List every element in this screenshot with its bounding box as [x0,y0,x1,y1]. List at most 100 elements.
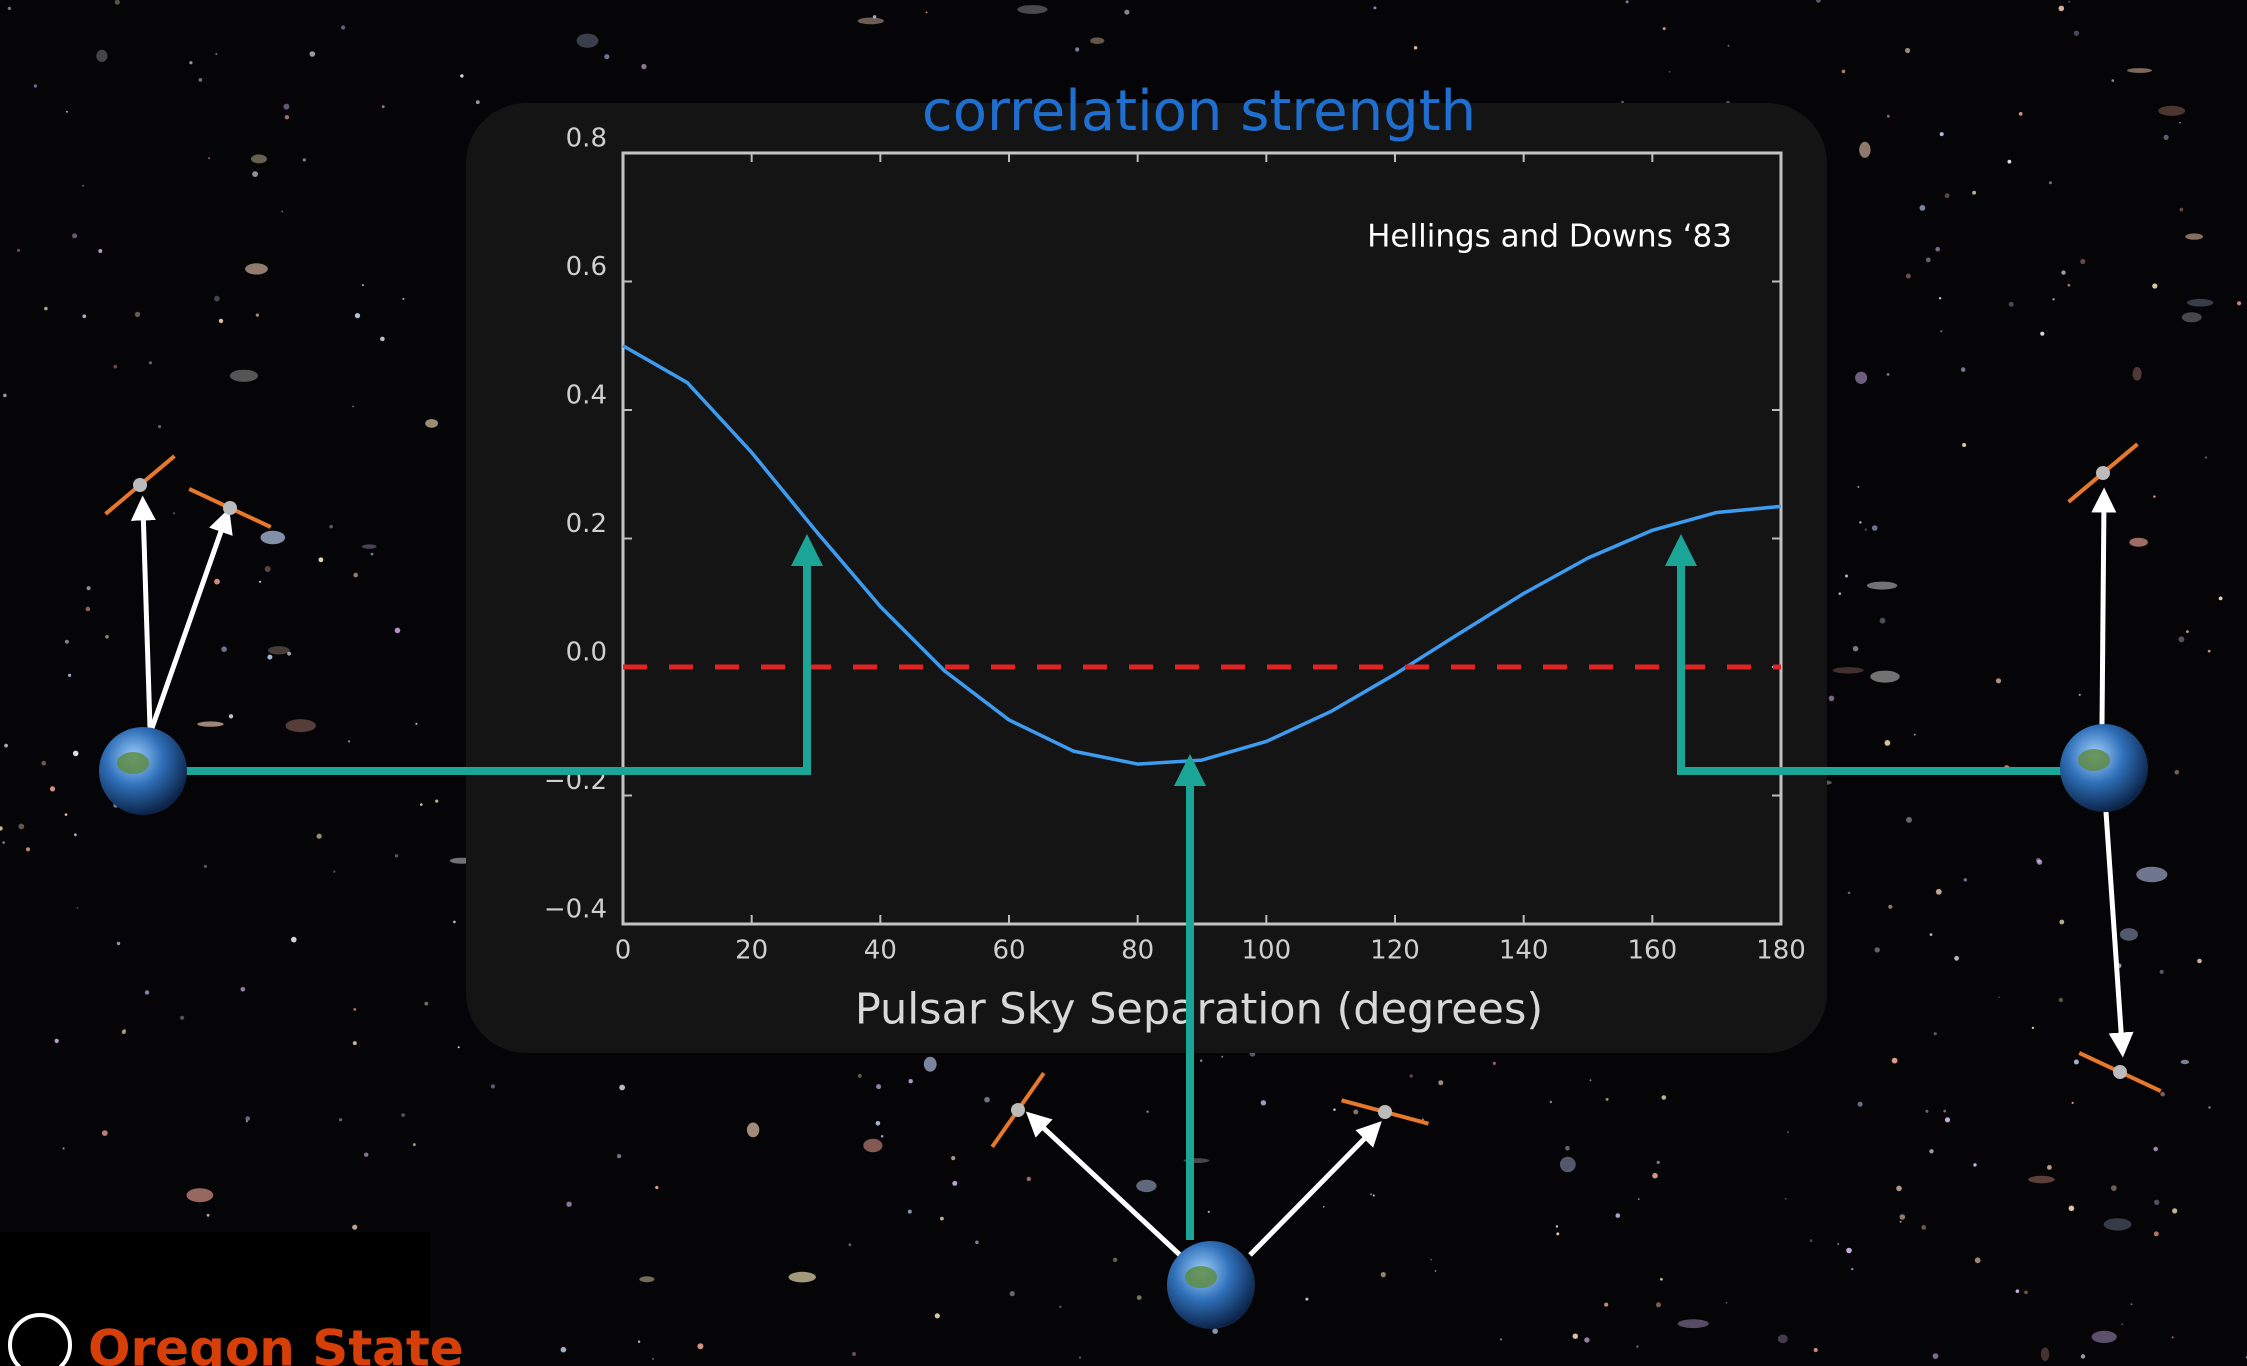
star [1787,1131,1789,1134]
star [255,313,259,317]
pulsar [2113,1065,2127,1079]
star [940,1216,944,1221]
star [1852,646,1859,652]
star [2018,112,2023,116]
star [1960,367,1966,372]
star [218,318,224,324]
star [1998,996,2000,999]
star [267,654,273,660]
star [1572,1333,1579,1339]
pulsar-arrow [149,508,233,729]
star [1851,1268,1854,1271]
star [1899,1214,1906,1220]
galaxy [1017,5,1048,14]
star [62,1147,65,1150]
star [1899,1220,1902,1223]
star [1932,1353,1939,1359]
star [2178,636,2185,643]
star [2197,958,2202,964]
star [1549,1100,1553,1104]
star [1625,0,1629,4]
star [1846,1247,1852,1254]
galaxy [2103,1218,2132,1231]
star [2160,1091,2165,1097]
galaxy [2180,1059,2190,1065]
star [1615,1213,1621,1218]
star [1621,100,1624,104]
star [1369,1193,1373,1196]
galaxy [96,49,108,63]
star [1727,44,1730,47]
y-tick-label: 0.6 [566,252,607,282]
star [1668,71,1671,73]
star [435,799,439,803]
star [1637,1198,1640,1200]
galaxy [1832,667,1864,674]
pulsar [1378,1105,1392,1119]
star [148,361,152,365]
star [1438,1080,1444,1086]
star [1124,9,1130,15]
star [1963,878,1968,882]
star [352,405,354,408]
star [1656,1160,1660,1164]
star [1146,1110,1149,1113]
star [1940,330,1943,333]
galaxy [2091,1330,2117,1343]
star [1838,592,1842,595]
star [880,1135,884,1138]
x-tick-label: 20 [735,936,768,966]
y-tick-label: 0.0 [566,638,607,668]
x-tick-label: 60 [992,936,1025,966]
star [44,306,48,311]
star [1662,27,1666,31]
star [353,572,359,578]
star [1973,1163,1977,1167]
star [560,1346,567,1353]
pulsar-arrow [1025,1111,1182,1257]
chart-panel [466,103,1827,1053]
star [1864,528,1868,531]
star [1837,1243,1840,1245]
star [173,512,175,515]
star [2007,159,2012,164]
galaxy [576,33,599,48]
star [1886,114,1890,118]
annotation: Hellings and Downs ‘83 [1367,219,1732,255]
plot-frame [621,151,1783,926]
x-tick-label: 140 [1499,936,1549,966]
star [2153,1146,2158,1152]
star [352,1224,358,1230]
star [475,100,480,105]
star [402,297,405,300]
star [1565,1145,1570,1151]
star [2058,5,2065,12]
star [1874,947,1880,953]
star [952,1180,958,1186]
star [876,1084,882,1090]
chart: correlation strength Hellings and Downs ‘… [544,79,1806,1034]
star [875,1121,881,1126]
star [380,336,385,342]
star [347,740,351,743]
star [105,635,109,639]
galaxy [229,369,258,382]
star [1200,1059,1203,1062]
star [291,936,297,943]
star [4,743,8,748]
star [364,1152,369,1157]
star [2207,649,2211,653]
star [98,249,103,253]
star [1841,69,1846,74]
star [113,364,118,369]
star [1636,1345,1639,1348]
star [1660,1278,1663,1281]
star [1925,1109,1929,1113]
star [424,1001,429,1006]
star [64,813,68,816]
star [2061,270,2066,275]
star [354,313,361,319]
star [2080,1354,2086,1359]
star [1857,485,1860,488]
star [121,1029,126,1035]
